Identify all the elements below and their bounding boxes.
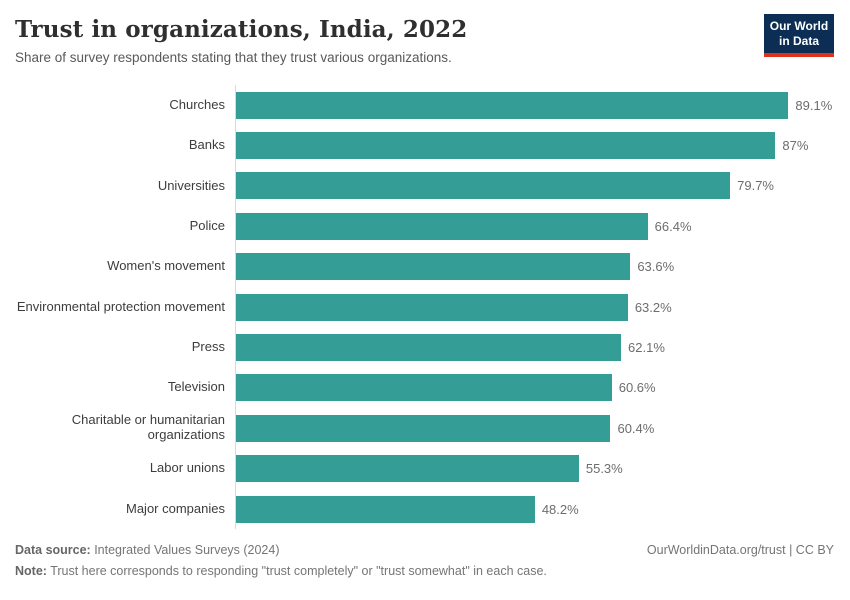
footnote: Note: Trust here corresponds to respondi…	[15, 564, 834, 578]
footnote-text: Trust here corresponds to responding "tr…	[46, 564, 547, 579]
bar[interactable]	[236, 212, 648, 240]
bar-chart: Churches 89.1% Banks 87% Universities 79.7% Po…	[15, 85, 834, 530]
value-label: 48.2%	[541, 501, 579, 517]
bar-track: 79.7%	[235, 165, 834, 207]
attribution-link[interactable]: OurWorldinData.org/trust | CC BY	[646, 543, 834, 558]
value-label: 63.2%	[634, 299, 672, 315]
footnote-label: Note:	[15, 564, 47, 579]
value-label: 62.1%	[628, 340, 665, 356]
bar[interactable]	[236, 455, 579, 483]
data-source: Data source: Integrated Values Surveys (…	[15, 543, 280, 557]
category-label: Television	[167, 379, 225, 395]
chart-footer: Data source: Integrated Values Surveys (…	[15, 543, 834, 578]
bar[interactable]	[236, 91, 789, 119]
header-text-block: Trust in organizations, India, 2022 Shar…	[15, 14, 467, 65]
data-source-label: Data source:	[15, 543, 91, 558]
bar-row[interactable]: Environmental protection movement 63.2%	[15, 286, 834, 328]
bar-row[interactable]: Charitable or humanitarian organizations…	[15, 408, 834, 449]
bar[interactable]	[236, 293, 628, 321]
value-label: 63.6%	[637, 259, 675, 275]
bar[interactable]	[236, 334, 622, 362]
bar-row[interactable]: Major companies 48.2%	[15, 488, 834, 530]
value-label: 55.3%	[585, 461, 623, 477]
bar-track: 60.6%	[235, 367, 834, 409]
bar-track: 63.6%	[235, 246, 834, 287]
bar-track: 62.1%	[235, 327, 834, 368]
bar-track: 55.3%	[235, 448, 834, 489]
category-label: Churches	[169, 96, 225, 112]
chart-header: Trust in organizations, India, 2022 Shar…	[15, 14, 834, 65]
value-label: 89.1%	[795, 97, 833, 113]
bar-row[interactable]: Banks 87%	[15, 125, 834, 166]
category-label: Major companies	[126, 500, 225, 516]
owid-logo-line2: in Data	[778, 34, 819, 48]
bar-row[interactable]: Universities 79.7%	[15, 165, 834, 207]
value-label: 60.6%	[618, 380, 656, 396]
footer-source-row: Data source: Integrated Values Surveys (…	[15, 543, 834, 557]
page-title: Trust in organizations, India, 2022	[15, 16, 468, 43]
bar-track: 89.1%	[235, 85, 834, 126]
owid-logo[interactable]: Our World in Data	[764, 14, 834, 57]
bar-row[interactable]: Churches 89.1%	[15, 85, 834, 126]
bar-row[interactable]: Women's movement 63.6%	[15, 246, 834, 287]
category-label: Universities	[157, 177, 225, 193]
value-label: 79.7%	[737, 178, 774, 194]
category-label: Police	[189, 217, 225, 233]
bar[interactable]	[236, 132, 776, 160]
bar[interactable]	[236, 172, 731, 200]
bar-track: 48.2%	[235, 488, 834, 530]
value-label: 87%	[782, 138, 809, 154]
category-label: Women's movement	[107, 258, 225, 274]
bar[interactable]	[236, 495, 535, 523]
bar-track: 66.4%	[235, 206, 834, 247]
category-label: Charitable or humanitarian organizations	[71, 412, 225, 443]
owid-logo-line1: Our World	[769, 19, 829, 33]
bar[interactable]	[236, 414, 611, 442]
bar-track: 87%	[235, 125, 834, 166]
category-label: Banks	[188, 137, 225, 153]
category-label: Environmental protection movement	[16, 298, 225, 314]
data-source-text: Integrated Values Surveys (2024)	[90, 543, 280, 558]
bar-row[interactable]: Press 62.1%	[15, 327, 834, 368]
bar-row[interactable]: Police 66.4%	[15, 206, 834, 247]
category-label: Labor unions	[149, 460, 225, 476]
bar-row[interactable]: Television 60.6%	[15, 367, 834, 409]
bar-row[interactable]: Labor unions 55.3%	[15, 448, 834, 489]
chart-subtitle: Share of survey respondents stating that…	[15, 50, 452, 65]
bar-track: 63.2%	[235, 286, 834, 328]
bar-track: 60.4%	[235, 408, 834, 449]
value-label: 60.4%	[617, 420, 655, 436]
bar[interactable]	[236, 253, 631, 281]
category-label: Press	[191, 339, 225, 355]
value-label: 66.4%	[654, 218, 692, 234]
bar[interactable]	[236, 374, 612, 402]
